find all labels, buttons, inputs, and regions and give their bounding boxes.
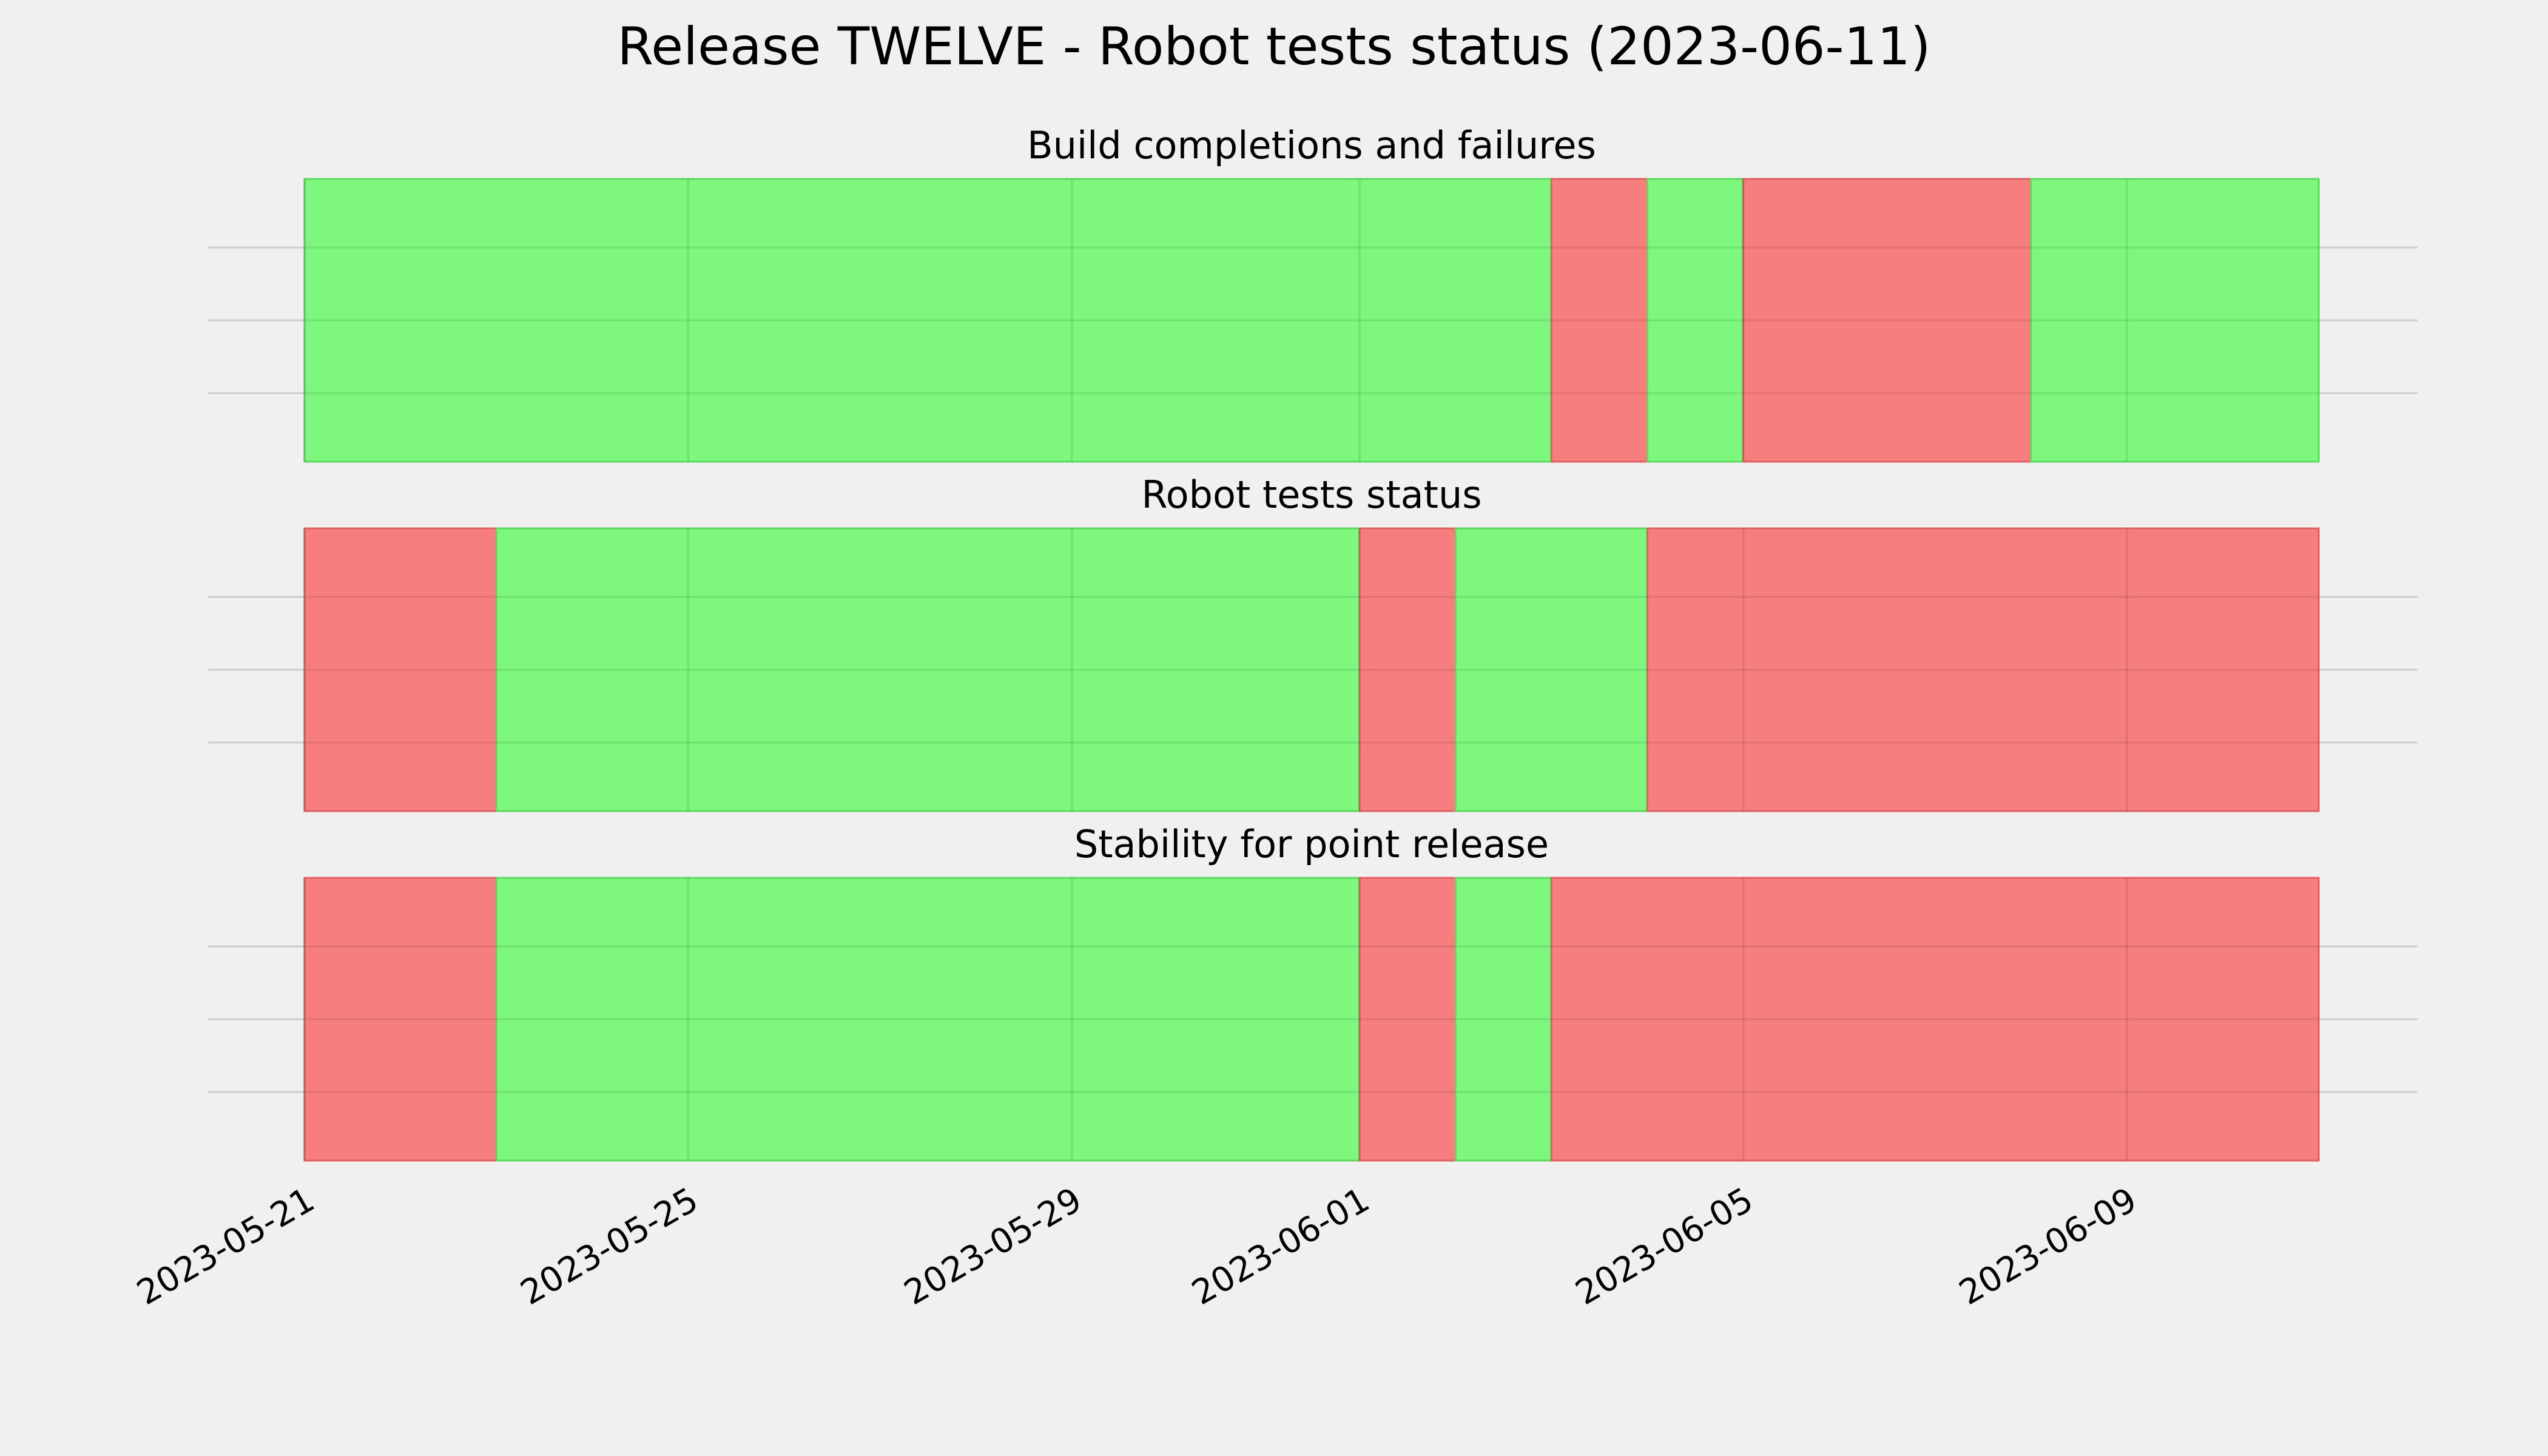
status-segment-fail	[303, 527, 497, 812]
status-segment-fail	[1358, 527, 1457, 812]
status-segment-fail	[1646, 527, 2320, 812]
panel-title: Build completions and failures	[1027, 123, 1596, 167]
panels: Build completions and failures Robot test…	[208, 123, 2418, 1162]
x-tick-label: 2023-05-25	[514, 1180, 704, 1313]
chart-title: Release TWELVE - Robot tests status (202…	[617, 16, 1930, 77]
panel-1: Build completions and failures	[208, 123, 2418, 463]
status-segment-fail	[303, 877, 497, 1162]
status-segment-pass	[2030, 178, 2320, 463]
status-segment-fail	[1550, 877, 2320, 1162]
status-segment-fail	[1550, 178, 1648, 463]
status-segment-pass	[1454, 527, 1648, 812]
status-segment-pass	[495, 527, 1361, 812]
x-tick-label: 2023-06-09	[1953, 1180, 2143, 1313]
panel-2: Robot tests status	[208, 473, 2418, 812]
panel-title: Stability for point release	[1074, 822, 1549, 866]
panel-3: Stability for point release	[208, 822, 2418, 1162]
status-segment-pass	[495, 877, 1361, 1162]
panel-title: Robot tests status	[1141, 473, 1481, 517]
x-tick-label: 2023-05-21	[130, 1180, 321, 1313]
status-segment-pass	[303, 178, 1552, 463]
status-segment-fail	[1742, 178, 2032, 463]
x-tick-label: 2023-06-01	[1185, 1180, 1376, 1313]
x-tick-label: 2023-05-29	[898, 1180, 1088, 1313]
x-axis: 2023-05-21 2023-05-25 2023-05-29 2023-06-01…	[130, 1180, 2143, 1313]
status-segment-fail	[1358, 877, 1457, 1162]
x-tick-label: 2023-06-05	[1569, 1180, 1759, 1313]
status-segment-pass	[1454, 877, 1552, 1162]
status-segment-pass	[1646, 178, 1744, 463]
